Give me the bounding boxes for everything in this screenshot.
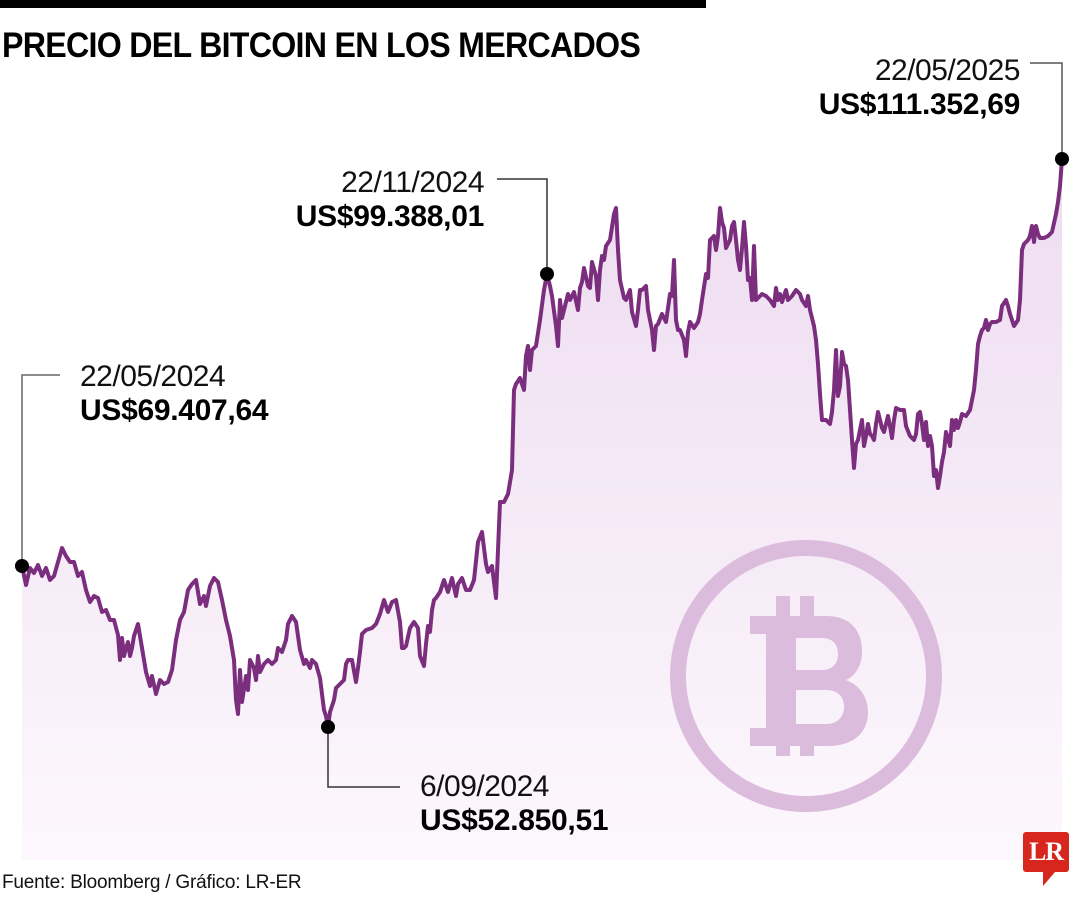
annotation-date: 22/05/2024	[80, 360, 226, 393]
annotation-end: 22/05/2025 US$111.352,69	[818, 54, 1021, 121]
annotation-value: US$99.388,01	[295, 200, 485, 233]
leader-line-start	[21, 374, 60, 566]
marker-peak	[540, 267, 554, 281]
bitcoin-icon	[670, 540, 942, 812]
annotation-peak-nov: 22/11/2024 US$99.388,01	[295, 166, 485, 233]
annotation-value: US$111.352,69	[818, 88, 1021, 121]
annotation-date: 22/11/2024	[341, 166, 484, 199]
price-line	[20, 158, 1064, 729]
marker-end	[1055, 152, 1069, 166]
source-credit: Fuente: Bloomberg / Gráfico: LR-ER	[2, 872, 302, 893]
annotation-value: US$69.407,64	[80, 394, 269, 427]
leader-line-peak	[497, 178, 548, 274]
chart-title: PRECIO DEL BITCOIN EN LOS MERCADOS	[2, 26, 641, 65]
annotation-start: 22/05/2024 US$69.407,64	[80, 360, 269, 427]
marker-start	[15, 559, 29, 573]
annotation-low: 6/09/2024 US$52.850,51	[420, 770, 609, 837]
leader-line-end	[1030, 62, 1063, 159]
annotation-date: 6/09/2024	[420, 770, 549, 803]
lr-logo: LR	[1023, 832, 1069, 886]
top-rule	[0, 0, 706, 8]
annotation-value: US$52.850,51	[420, 804, 609, 837]
leader-line-low	[327, 727, 400, 788]
marker-low	[321, 720, 335, 734]
annotation-date: 22/05/2025	[874, 54, 1021, 87]
